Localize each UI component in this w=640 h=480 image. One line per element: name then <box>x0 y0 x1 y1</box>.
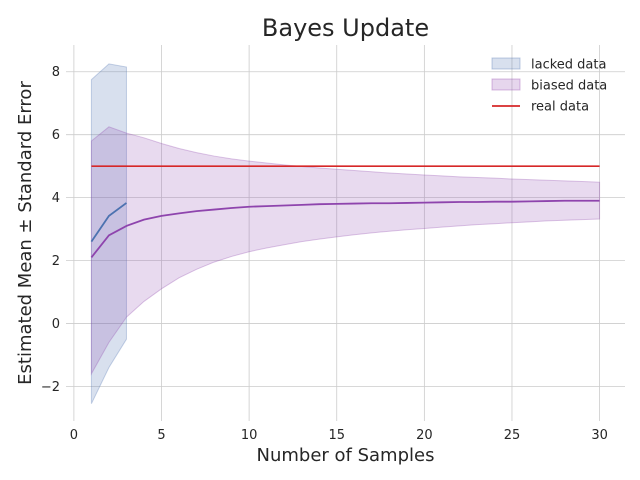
y-tick-label: 8 <box>52 65 60 80</box>
y-tick-label: 0 <box>52 317 60 332</box>
biased-data-error-band <box>90 126 601 376</box>
biased-data-mean-line <box>90 199 600 258</box>
x-tick-label: 10 <box>241 428 258 443</box>
legend-swatch-biased-data <box>491 78 521 91</box>
x-tick-label: 20 <box>416 428 433 443</box>
y-axis-title: Estimated Mean ± Standard Error <box>15 81 36 385</box>
legend-label-biased-data: biased data <box>531 79 607 94</box>
lacked-data-error-band <box>90 63 127 404</box>
x-axis-title: Number of Samples <box>257 445 435 466</box>
y-tick-label: 2 <box>52 254 60 269</box>
chart-title: Bayes Update <box>262 14 429 42</box>
legend: lacked data biased data real data <box>491 57 607 115</box>
y-tick-label: 6 <box>52 128 60 143</box>
x-tick-label: 25 <box>504 428 521 443</box>
plot-background <box>66 45 625 421</box>
x-tick-label: 30 <box>591 428 608 443</box>
legend-label-real-data: real data <box>531 100 589 115</box>
x-tick-label: 5 <box>157 428 165 443</box>
lacked-data-mean-line <box>90 202 127 243</box>
x-tick-label: 0 <box>70 428 78 443</box>
y-tick-label: 4 <box>52 191 60 206</box>
y-tick-label: −2 <box>41 380 60 395</box>
legend-label-lacked-data: lacked data <box>531 58 606 73</box>
legend-swatch-lacked-data <box>491 57 521 70</box>
x-tick-label: 15 <box>328 428 345 443</box>
plot-area: 0 5 10 15 20 25 30 −2 0 2 4 6 8 <box>41 45 625 443</box>
